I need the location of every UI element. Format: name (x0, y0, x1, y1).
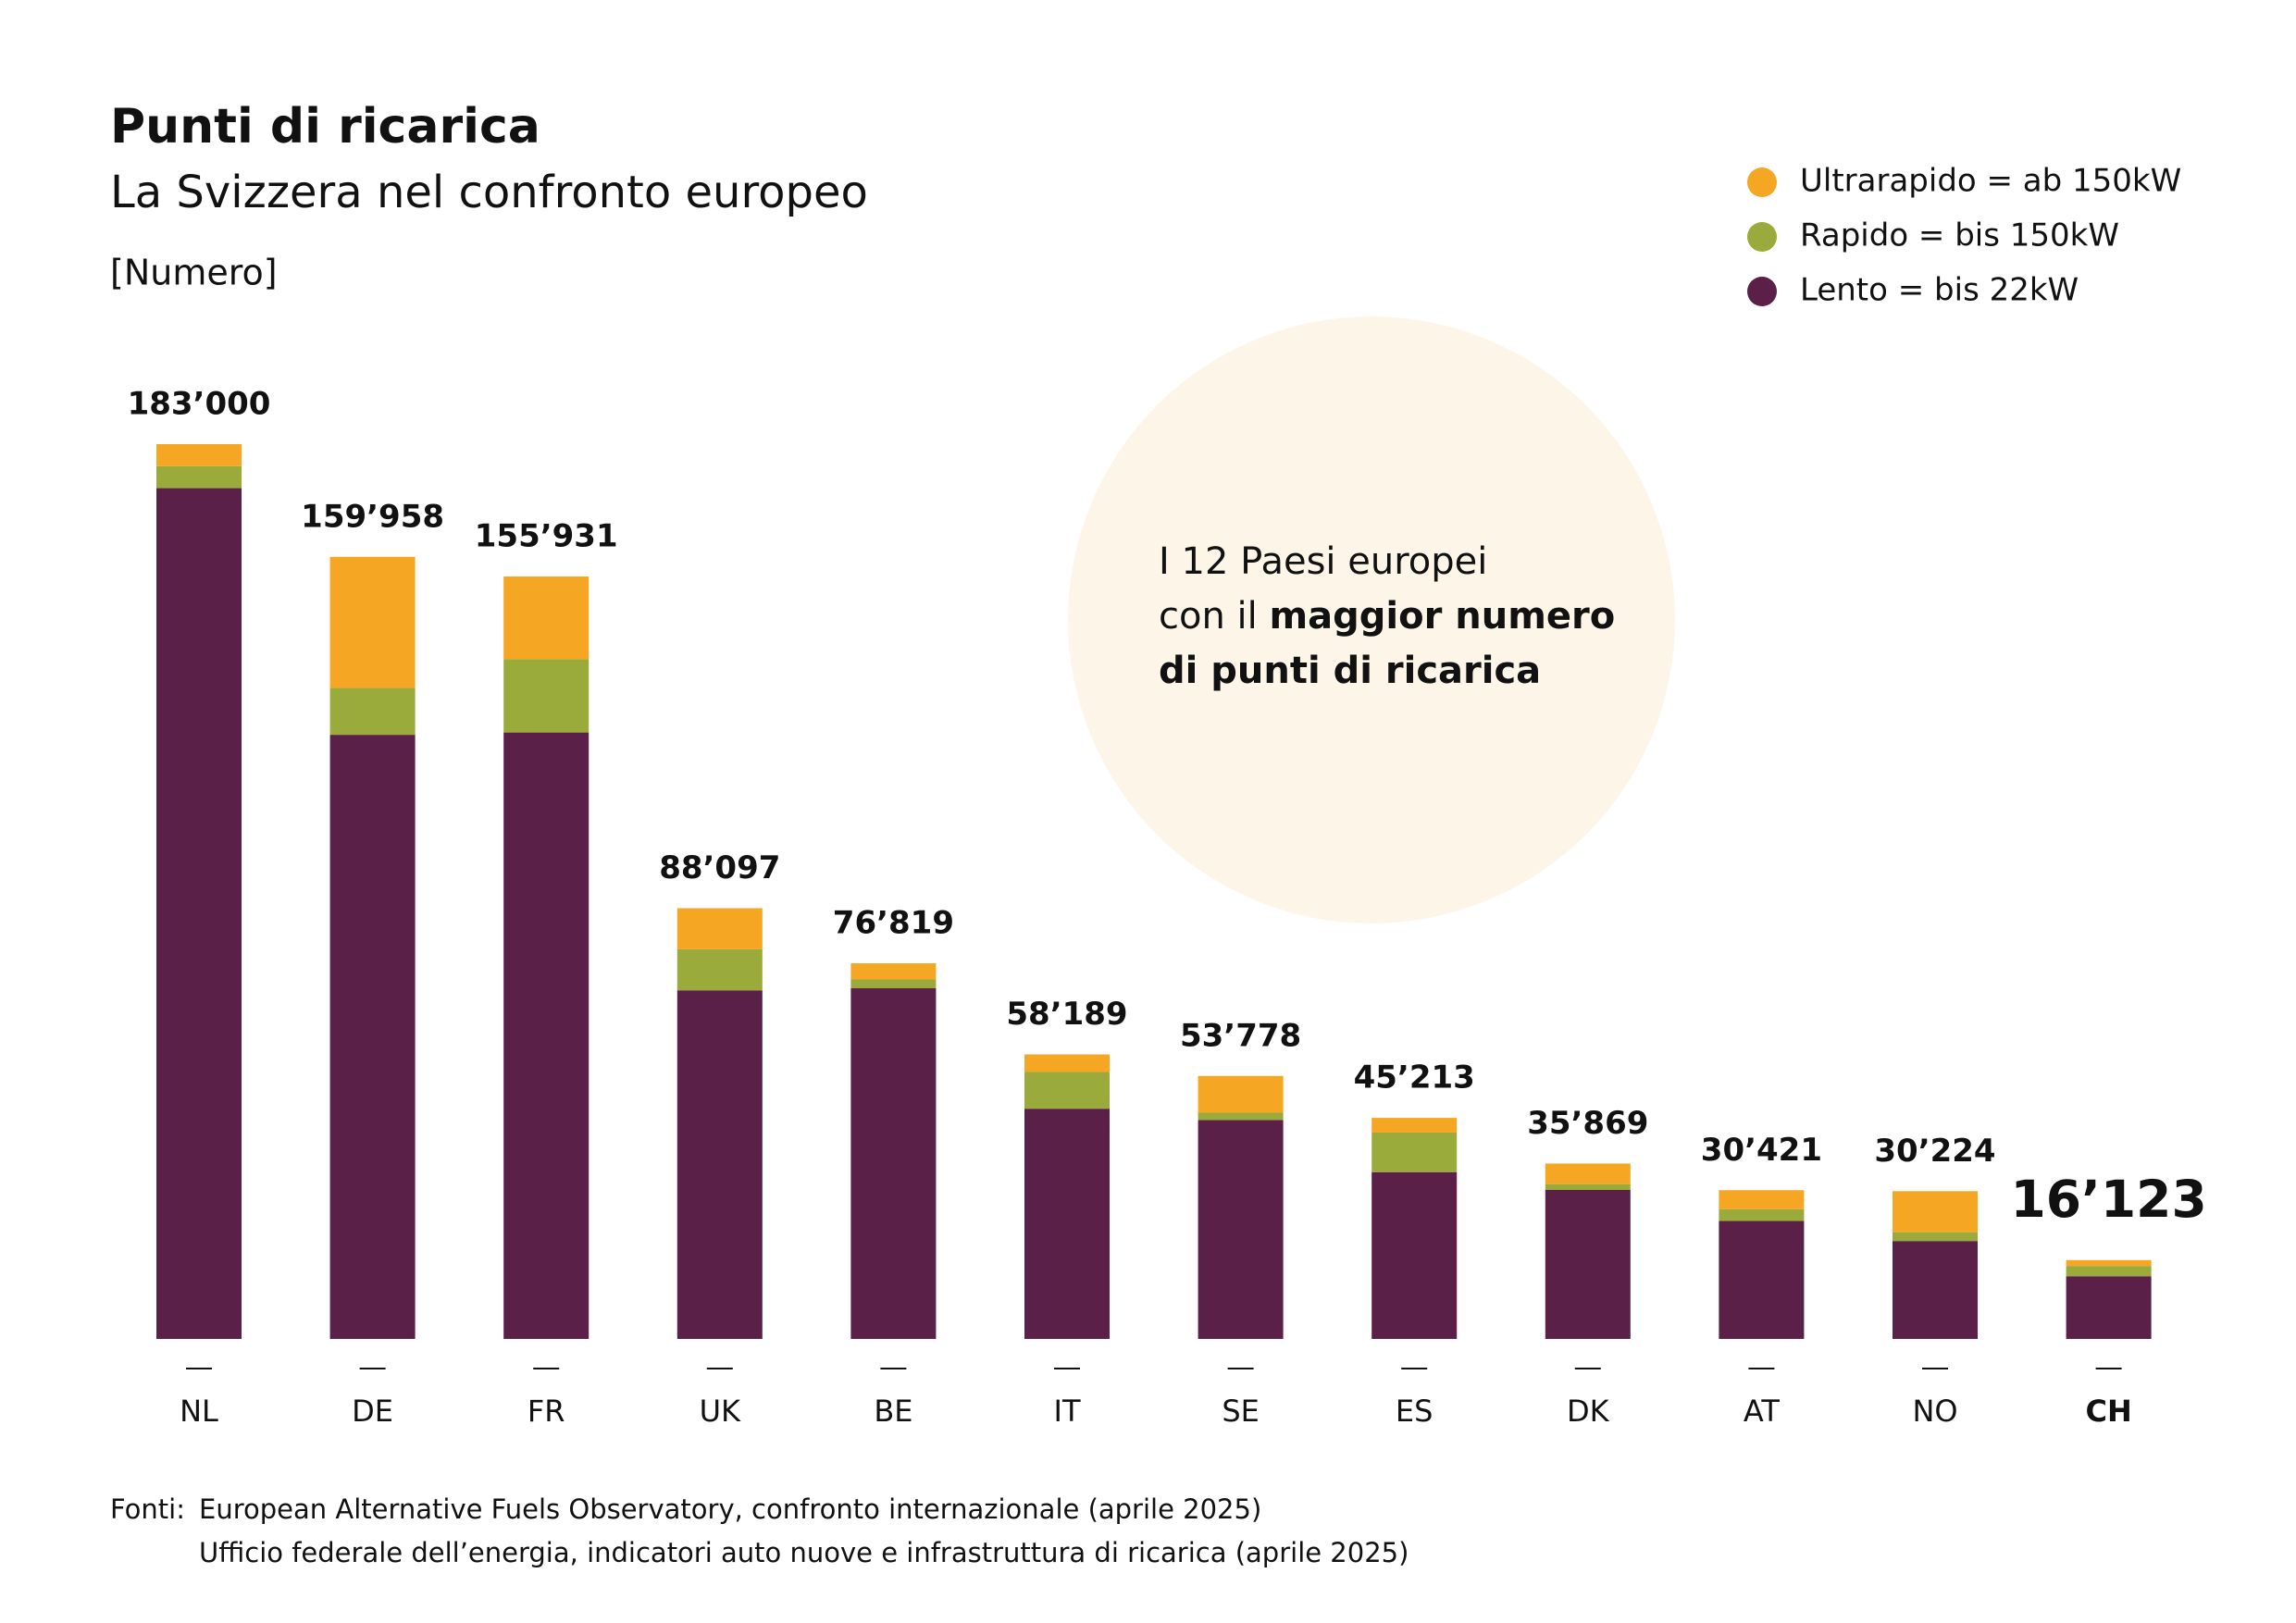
x-tick-label: NL (180, 1394, 218, 1429)
total-label: 58’189 (1006, 996, 1127, 1033)
callout-text: di punti di ricarica (1159, 650, 1541, 692)
bar-segment (503, 576, 590, 660)
legend-label: Lento = bis 22kW (1800, 272, 2079, 309)
bar-segment (1719, 1208, 1805, 1221)
x-tick-label: FR (527, 1394, 565, 1429)
bar-segment (1893, 1232, 1978, 1242)
bar-segment (1024, 1054, 1110, 1072)
bar-segment (2066, 1276, 2152, 1339)
legend-swatch (1747, 222, 1777, 252)
callout-line: con il (1159, 595, 1269, 638)
total-label: 45’213 (1354, 1059, 1475, 1096)
total-label: 30’224 (1874, 1133, 1995, 1170)
bar-segment (1545, 1163, 1631, 1184)
bar-segment (1545, 1189, 1631, 1339)
bar-segment (1545, 1183, 1631, 1190)
bar-segment (503, 732, 590, 1339)
callout-bold: di punti di ricarica (1159, 650, 1541, 692)
callout-circle (1068, 316, 1675, 923)
x-tick-label: SE (1222, 1394, 1260, 1429)
legend-label: Ultrarapido = ab 150kW (1800, 163, 2181, 200)
bar-segment (1893, 1191, 1978, 1233)
bar-segment (329, 735, 416, 1339)
total-label: 159’958 (301, 498, 444, 535)
bar-segment (1719, 1190, 1805, 1209)
callout-text: I 12 Paesi europei (1159, 540, 1487, 583)
source: Ufficio federale dell’energia, indicator… (199, 1537, 1409, 1568)
legend-label: Rapido = bis 150kW (1800, 217, 2119, 254)
bar-segment (850, 979, 937, 989)
bar-segment (1198, 1120, 1284, 1339)
bar-segment (329, 556, 416, 688)
bar-segment (1371, 1132, 1458, 1172)
x-tick-label: AT (1744, 1394, 1780, 1429)
x-tick-label: ES (1396, 1394, 1433, 1429)
total-label: 16’123 (2010, 1170, 2206, 1229)
x-tick-label: UK (700, 1394, 741, 1429)
x-tick-label: DE (352, 1394, 393, 1429)
callout-bold: maggior numero (1269, 595, 1615, 638)
x-tick-label: DK (1567, 1394, 1610, 1429)
bar-segment (1371, 1118, 1458, 1133)
x-tick-label: IT (1054, 1394, 1081, 1429)
bar-segment (850, 988, 937, 1339)
chart-title: Punti di ricarica (110, 99, 540, 155)
bar-segment (503, 659, 590, 733)
bar-segment (329, 688, 416, 736)
total-label: 53’778 (1180, 1017, 1301, 1054)
bar-segment (156, 444, 242, 466)
bar-segment (676, 948, 763, 991)
legend-swatch (1747, 277, 1777, 306)
bar-segment (156, 488, 242, 1339)
bar-segment (1198, 1075, 1284, 1113)
chart-subtitle: La Svizzera nel confronto europeo (110, 167, 868, 218)
total-label: 35’869 (1527, 1105, 1648, 1142)
x-tick-label: NO (1912, 1394, 1957, 1429)
total-label: 30’421 (1701, 1132, 1822, 1169)
bar-segment (2066, 1266, 2152, 1277)
total-label: 76’819 (833, 905, 954, 942)
source: European Alternative Fuels Observatory, … (199, 1493, 1261, 1525)
bar-segment (1024, 1109, 1110, 1339)
total-label: 88’097 (659, 849, 780, 886)
bar-segment (156, 465, 242, 489)
bar-segment (1024, 1072, 1110, 1109)
callout-line: I 12 Paesi europei (1159, 540, 1487, 583)
total-label: 183’000 (128, 386, 271, 423)
source-label: Fonti: (110, 1493, 185, 1525)
bar-segment (1719, 1220, 1805, 1339)
legend-swatch (1747, 167, 1777, 197)
bar-segment (676, 908, 763, 949)
bar-segment (2066, 1259, 2152, 1267)
total-label: 155’931 (475, 518, 618, 555)
bar-segment (850, 963, 937, 980)
bar-segment (1893, 1241, 1978, 1339)
x-tick-label: CH (2085, 1394, 2131, 1429)
bar-segment (1371, 1171, 1458, 1339)
bar-segment (1198, 1112, 1284, 1121)
x-tick-label: BE (874, 1394, 912, 1429)
unit-label: [Numero] (110, 253, 278, 293)
callout-text: con il maggior numero (1159, 595, 1615, 638)
bar-segment (676, 990, 763, 1339)
